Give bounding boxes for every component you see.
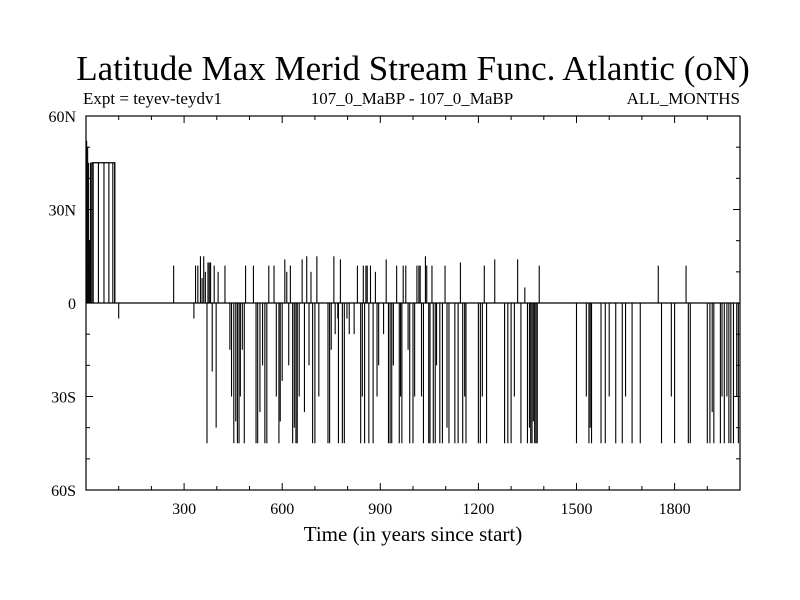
y-tick-label: 60N [48, 109, 76, 126]
y-tick-label: 60S [51, 483, 76, 500]
x-axis-label: Time (in years since start) [304, 522, 523, 546]
x-tick-label: 1200 [462, 501, 494, 518]
x-axis: 300 600 900 1200 1500 1800 [118, 116, 708, 518]
y-axis: 60N 30N 0 30S 60S [48, 109, 740, 500]
plot-area [86, 140, 740, 444]
y-tick-label: 30N [48, 203, 76, 220]
months-label: ALL_MONTHS [627, 89, 740, 108]
y-tick-label: 0 [68, 296, 76, 313]
period-label: 107_0_MaBP - 107_0_MaBP [311, 89, 513, 108]
experiment-label: Expt = teyev-teydv1 [83, 89, 222, 108]
series-plateau [91, 162, 116, 303]
x-tick-label: 900 [368, 501, 392, 518]
chart-title: Latitude Max Merid Stream Func. Atlantic… [76, 49, 750, 88]
x-tick-label: 1800 [659, 501, 691, 518]
x-tick-label: 300 [172, 501, 196, 518]
x-tick-label: 1500 [561, 501, 593, 518]
x-tick-label: 600 [270, 501, 294, 518]
y-tick-label: 30S [51, 390, 76, 407]
